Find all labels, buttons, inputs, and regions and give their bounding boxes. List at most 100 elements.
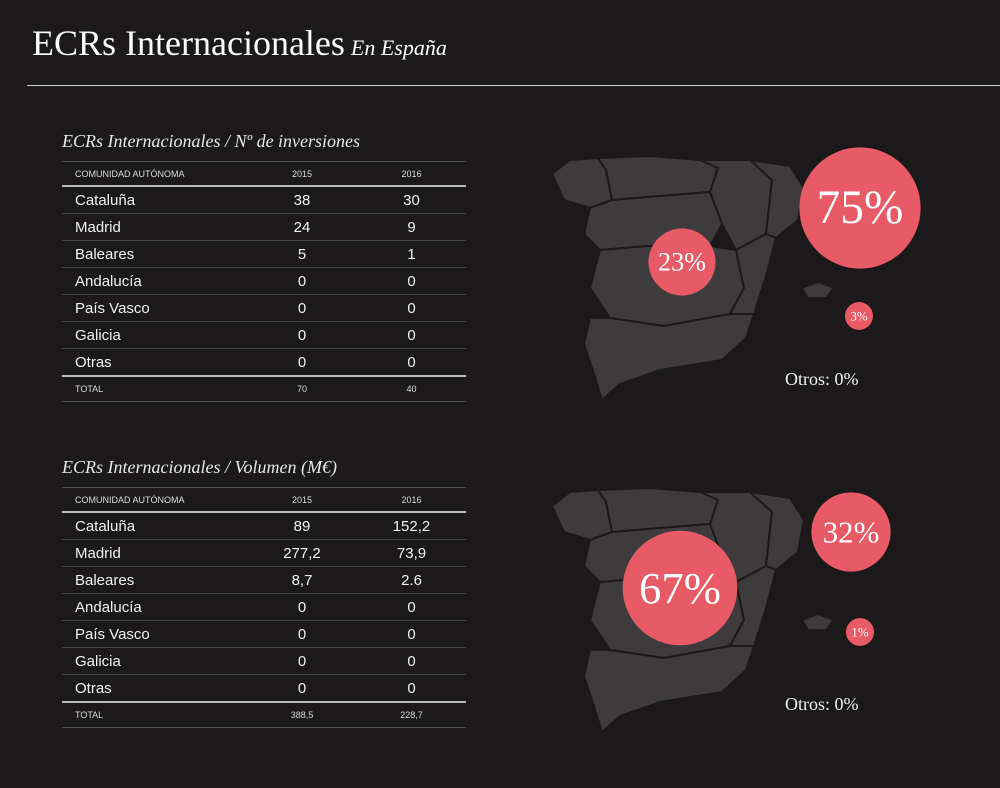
region-name: Andalucía [62,267,247,295]
value-2016: 9 [357,213,466,241]
region-name: Cataluña [62,512,247,540]
share-label-madrid: 23% [658,248,706,277]
value-2015: 0 [247,267,357,295]
spain-map-inversiones: 75% 23% 3% [550,147,921,402]
title-subtitle: En España [350,35,447,60]
value-2016: 0 [357,321,466,349]
total-row: TOTAL 388,5 228,7 [62,701,466,728]
share-label-baleares: 3% [850,309,868,324]
total-2015: 70 [247,375,357,402]
map-bubbles: 32% 67% 1% [622,492,891,646]
share-label-madrid: 67% [639,563,721,613]
value-2016: 0 [357,647,466,675]
region-catalonia [746,158,806,240]
table-row: Andalucía 0 0 [62,593,466,621]
region-name: Galicia [62,321,247,349]
table-row: País Vasco 0 0 [62,294,466,322]
page-title: ECRs Internacionales En España [32,22,447,64]
column-header: COMUNIDAD AUTÓNOMA [62,487,247,513]
volumen-section: ECRs Internacionales / Volumen (M€) COMU… [62,457,466,728]
value-2015: 277,2 [247,539,357,567]
region-name: Madrid [62,539,247,567]
table-row: País Vasco 0 0 [62,620,466,648]
share-label-cataluna: 75% [817,182,904,234]
table-row: Madrid 277,2 73,9 [62,539,466,567]
value-2015: 0 [247,593,357,621]
share-bubble-baleares [845,302,873,330]
value-2015: 0 [247,348,357,377]
value-2015: 8,7 [247,566,357,594]
region-name: País Vasco [62,620,247,648]
share-bubble-madrid [648,228,716,296]
table-row: Galicia 0 0 [62,647,466,675]
total-2016: 228,7 [357,701,466,728]
total-2015: 388,5 [247,701,357,728]
value-2015: 0 [247,321,357,349]
share-bubble-madrid [622,530,738,646]
region-name: País Vasco [62,294,247,322]
region-name: Galicia [62,647,247,675]
value-2015: 0 [247,674,357,703]
region-name: Madrid [62,213,247,241]
table-header-row: COMUNIDAD AUTÓNOMA 2015 2016 [62,487,466,513]
column-header: COMUNIDAD AUTÓNOMA [62,161,247,187]
value-2016: 0 [357,294,466,322]
table-row: Cataluña 38 30 [62,186,466,214]
table-row: Baleares 8,7 2.6 [62,566,466,594]
region-catalonia [746,490,806,572]
table-header-row: COMUNIDAD AUTÓNOMA 2015 2016 [62,161,466,187]
value-2016: 0 [357,674,466,703]
inversiones-section: ECRs Internacionales / Nº de inversiones… [62,131,466,402]
inversiones-table: COMUNIDAD AUTÓNOMA 2015 2016 Cataluña 38 3… [62,161,466,402]
map-bubbles: 75% 23% 3% [648,147,921,330]
region-east [728,232,778,315]
spain-map-volumen: 32% 67% 1% [550,486,891,734]
total-label: TOTAL [62,701,247,728]
column-header: 2016 [357,161,466,187]
otros-label-volumen: Otros: 0% [785,694,859,714]
value-2016: 73,9 [357,539,466,567]
table-row: Madrid 24 9 [62,213,466,241]
value-2015: 0 [247,647,357,675]
value-2015: 38 [247,186,357,214]
share-label-baleares: 1% [851,625,869,640]
region-name: Baleares [62,566,247,594]
volumen-table-title: ECRs Internacionales / Volumen (M€) [62,457,337,477]
value-2015: 89 [247,512,357,540]
column-header: 2015 [247,161,357,187]
region-name: Otras [62,348,247,377]
value-2016: 0 [357,267,466,295]
total-2016: 40 [357,375,466,402]
region-south [582,645,756,734]
value-2016: 2.6 [357,566,466,594]
header-divider [27,85,1000,86]
value-2016: 0 [357,593,466,621]
column-header: 2016 [357,487,466,513]
total-row: TOTAL 70 40 [62,375,466,402]
value-2015: 5 [247,240,357,268]
value-2016: 0 [357,348,466,377]
region-name: Cataluña [62,186,247,214]
region-balearic-islands [800,280,836,299]
inversiones-table-title: ECRs Internacionales / Nº de inversiones [62,131,361,151]
otros-label-inversiones: Otros: 0% [785,369,859,389]
share-label-cataluna: 32% [823,515,880,550]
value-2015: 24 [247,213,357,241]
column-header: 2015 [247,487,357,513]
value-2015: 0 [247,620,357,648]
region-name: Otras [62,674,247,703]
region-name: Andalucía [62,593,247,621]
volumen-table: COMUNIDAD AUTÓNOMA 2015 2016 Cataluña 89 1… [62,487,466,728]
region-balearic-islands [800,612,836,631]
share-bubble-cataluna [799,147,921,269]
region-name: Baleares [62,240,247,268]
region-south [582,313,756,402]
table-row: Cataluña 89 152,2 [62,512,466,540]
title-main: ECRs Internacionales [32,23,345,63]
table-row: Otras 0 0 [62,674,466,703]
value-2016: 1 [357,240,466,268]
table-row: Galicia 0 0 [62,321,466,349]
share-bubble-baleares [846,618,874,646]
table-row: Otras 0 0 [62,348,466,377]
value-2016: 0 [357,620,466,648]
